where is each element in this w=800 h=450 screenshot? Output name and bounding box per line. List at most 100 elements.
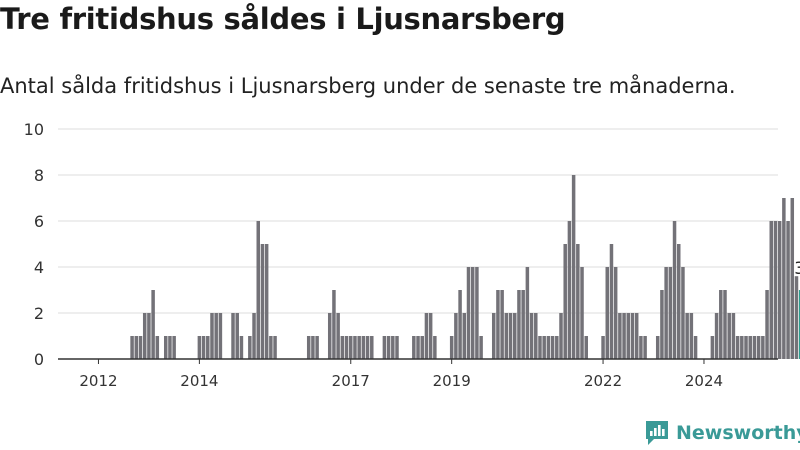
bar (756, 336, 761, 359)
bar (538, 336, 542, 359)
bar (462, 313, 467, 359)
bar (719, 290, 723, 359)
bar (197, 336, 202, 359)
bar (349, 336, 353, 359)
bar (500, 290, 504, 359)
bar (470, 267, 475, 359)
y-tick-label: 8 (34, 166, 44, 185)
bar (601, 336, 605, 359)
bar (458, 290, 462, 359)
brand-name: Newsworthy (676, 422, 800, 444)
bar (529, 313, 534, 359)
bar (660, 290, 664, 359)
bar (395, 336, 399, 359)
newsworthy-logo-icon (646, 421, 668, 445)
bar (773, 221, 778, 359)
bar (327, 313, 332, 359)
bar (235, 313, 239, 359)
bar (689, 313, 694, 359)
bar (693, 336, 698, 359)
bar (449, 336, 454, 359)
bar (332, 290, 336, 359)
bar (420, 336, 424, 359)
bar (256, 221, 260, 359)
bar (231, 313, 235, 359)
bar (454, 313, 458, 359)
bar (264, 244, 269, 359)
x-tick-label: 2014 (180, 372, 218, 390)
bar (361, 336, 366, 359)
bar (584, 336, 588, 359)
bar (580, 267, 584, 359)
bar (576, 244, 580, 359)
bar (521, 290, 525, 359)
bar (155, 336, 160, 359)
chart-title: Tre fritidshus såldes i Ljusnarsberg (0, 2, 566, 36)
bar (664, 267, 668, 359)
bar (782, 198, 786, 359)
bar (634, 313, 639, 359)
bar (563, 244, 567, 359)
bar (138, 336, 143, 359)
bar (643, 336, 647, 359)
bar-latest (798, 290, 800, 359)
bar (151, 290, 155, 359)
bar (626, 313, 631, 359)
bar (386, 336, 391, 359)
bar (496, 290, 500, 359)
bar (365, 336, 370, 359)
bar (206, 336, 210, 359)
x-tick-label: 2024 (685, 372, 723, 390)
bar (260, 244, 265, 359)
bar (786, 221, 790, 359)
bar (218, 313, 223, 359)
x-tick-label: 2012 (79, 372, 117, 390)
bar (504, 313, 509, 359)
bar (761, 336, 765, 359)
bar (336, 313, 340, 359)
bar (605, 267, 610, 359)
bar (130, 336, 134, 359)
bar (239, 336, 244, 359)
bar (765, 290, 769, 359)
bar (370, 336, 374, 359)
x-tick-label: 2019 (433, 372, 471, 390)
bar (416, 336, 420, 359)
bar (744, 336, 748, 359)
bar (613, 267, 618, 359)
y-tick-label: 4 (34, 258, 44, 277)
y-tick-label: 0 (34, 350, 44, 369)
bar (567, 221, 572, 359)
bar (542, 336, 546, 359)
bar (424, 313, 429, 359)
bar (618, 313, 622, 359)
bar (534, 313, 538, 359)
bar (269, 336, 273, 359)
bar (273, 336, 277, 359)
bar (622, 313, 626, 359)
bar (752, 336, 757, 359)
bar (794, 276, 799, 359)
bar (382, 336, 387, 359)
bar (428, 313, 433, 359)
bar (214, 313, 218, 359)
bar (357, 336, 361, 359)
bar (248, 336, 252, 359)
bar (555, 336, 559, 359)
newsworthy-brand[interactable]: Newsworthy (644, 419, 800, 447)
bar (714, 313, 719, 359)
bar (639, 336, 643, 359)
latest-value-label: 3 (794, 259, 800, 279)
bar (672, 221, 677, 359)
bar (168, 336, 172, 359)
bar (748, 336, 752, 359)
bar (147, 313, 151, 359)
x-tick-label: 2022 (584, 372, 622, 390)
bar (668, 267, 673, 359)
bar (315, 336, 319, 359)
bar (559, 313, 563, 359)
bar (546, 336, 551, 359)
bar (466, 267, 471, 359)
bar (142, 313, 147, 359)
bar (735, 336, 740, 359)
